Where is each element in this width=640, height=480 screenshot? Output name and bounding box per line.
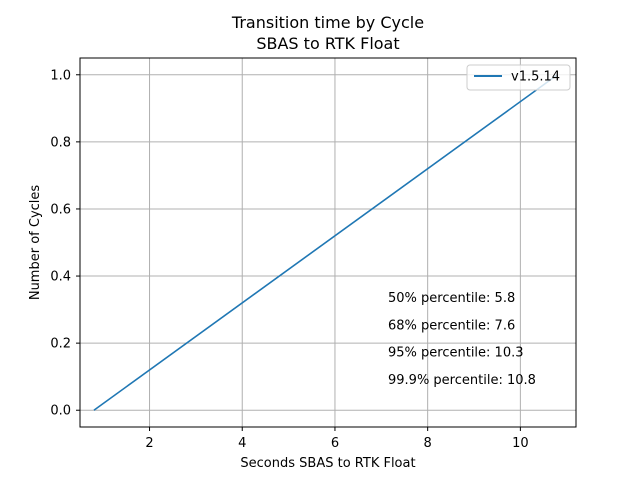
x-tick-label: 2 bbox=[145, 436, 153, 451]
x-tick-label: 4 bbox=[238, 436, 246, 451]
y-tick-label: 0.0 bbox=[50, 404, 71, 419]
x-axis-label: Seconds SBAS to RTK Float bbox=[240, 456, 415, 471]
plot-frame bbox=[79, 57, 577, 428]
percentile-annotation: 99.9% percentile: 10.8 bbox=[388, 373, 536, 388]
y-tick-label: 0.8 bbox=[50, 135, 71, 150]
percentile-annotation: 95% percentile: 10.3 bbox=[388, 346, 524, 361]
legend-box bbox=[466, 64, 571, 91]
y-tick-label: 1.0 bbox=[50, 68, 71, 83]
x-tick-label: 6 bbox=[331, 436, 339, 451]
annotations: 50% percentile: 5.8 68% percentile: 7.6 95… bbox=[388, 291, 536, 388]
grid bbox=[80, 58, 576, 427]
x-tick-label: 10 bbox=[512, 436, 529, 451]
percentile-annotation: 68% percentile: 7.6 bbox=[388, 318, 515, 333]
legend: v1.5.14 bbox=[466, 64, 571, 91]
series-layer bbox=[93, 74, 558, 411]
chart-title: Transition time by Cycle bbox=[231, 13, 424, 32]
x-tick-label: 8 bbox=[424, 436, 432, 451]
ticks: 2 4 6 8 10 0.0 0.2 0.4 0.6 0.8 1.0 bbox=[50, 68, 528, 451]
y-tick-label: 0.6 bbox=[50, 202, 71, 217]
series-line bbox=[93, 74, 558, 411]
legend-label: v1.5.14 bbox=[511, 70, 560, 85]
chart-subtitle: SBAS to RTK Float bbox=[256, 34, 399, 53]
y-tick-label: 0.2 bbox=[50, 337, 71, 352]
y-tick-label: 0.4 bbox=[50, 270, 71, 285]
percentile-annotation: 50% percentile: 5.8 bbox=[388, 291, 515, 306]
y-axis-label: Number of Cycles bbox=[28, 185, 43, 301]
